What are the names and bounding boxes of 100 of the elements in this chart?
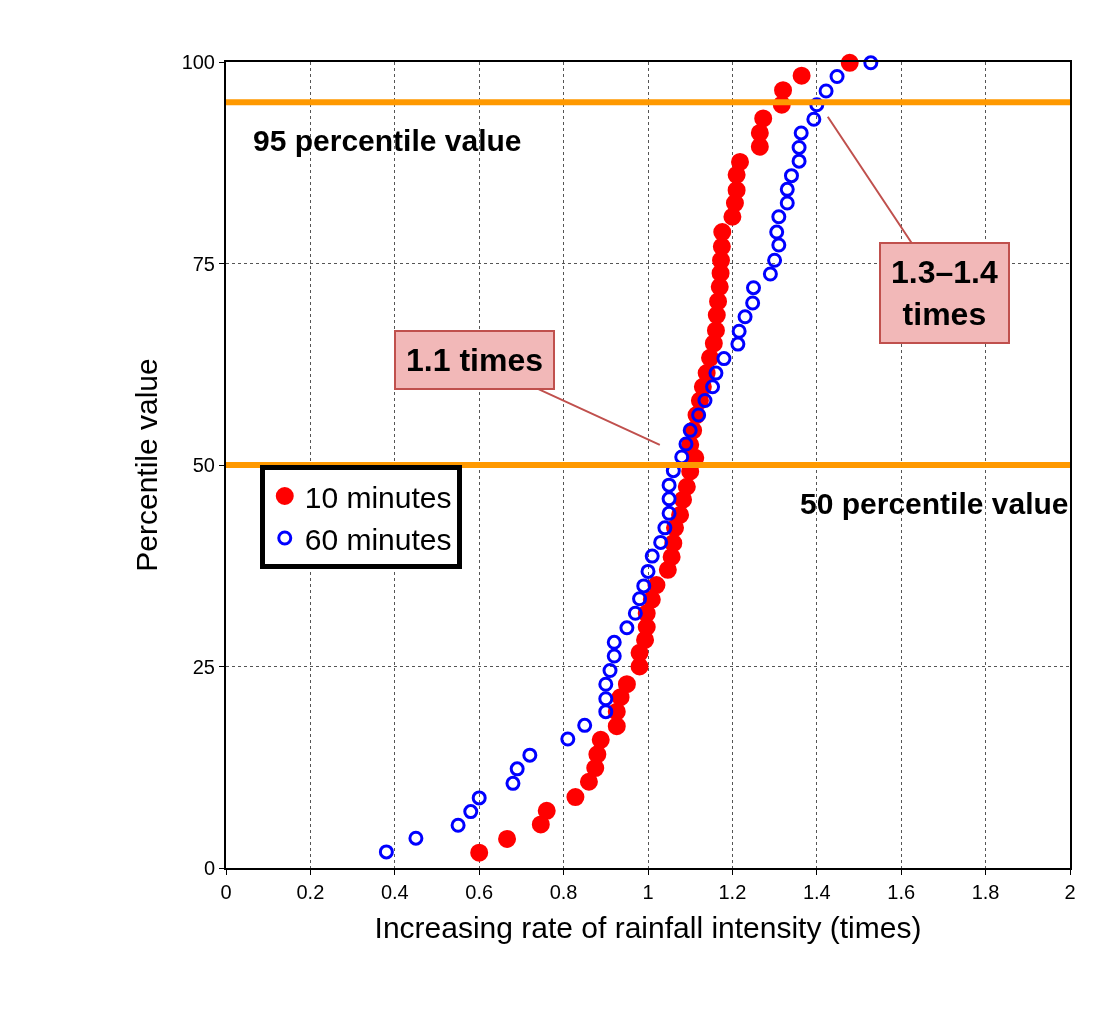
point [498,829,517,848]
point [731,323,747,339]
y-axis-title: Percentile value [130,358,164,572]
x-axis-title: Increasing rate of rainfall intensity (times) [374,911,922,944]
point [792,66,811,85]
point [598,676,614,692]
point [470,843,489,862]
point [697,393,713,409]
point [619,620,635,636]
point [598,691,614,707]
point [774,81,793,100]
point [522,747,538,763]
annotation: 1.3–1.4 times [891,254,998,332]
x-tick-label: 0.6 [465,881,494,903]
x-tick-label: 0.2 [296,881,325,903]
point [560,731,576,747]
point [606,634,622,650]
x-tick-label: 1.6 [887,881,916,903]
point [783,168,799,184]
x-tick-label: 0.4 [380,881,409,903]
y-tick-label: 100 [181,51,215,73]
point [818,83,834,99]
point [657,520,673,536]
point [591,730,610,749]
point [745,295,761,311]
point [408,830,424,846]
x-tick-label: 0 [220,881,232,903]
x-tick-label: 1.2 [718,881,747,903]
point [627,605,643,621]
point [767,252,783,268]
point [602,663,618,679]
point [509,761,525,777]
point [791,139,807,155]
point [617,675,636,694]
point [727,181,746,200]
point [791,153,807,169]
point [579,772,598,791]
point [779,195,795,211]
point [661,505,677,521]
point [863,55,879,71]
point [708,365,724,381]
point [606,648,622,664]
point [537,801,556,820]
point [661,477,677,493]
legend-label: 10 minutes [304,480,452,514]
point [713,223,732,242]
point [762,266,778,282]
point [378,844,394,860]
y-tick-label: 50 [192,454,215,476]
point [598,704,614,720]
point [678,436,694,452]
point [705,379,721,395]
point [829,69,845,84]
point [531,815,550,834]
point [653,534,669,550]
point [771,209,787,225]
point [731,152,749,171]
point [505,775,521,791]
annotation: 1.1 times [406,342,543,378]
point [661,491,677,507]
point [709,292,728,311]
point [730,336,746,352]
point [716,351,732,367]
point [706,321,725,340]
point [647,576,666,595]
point [769,224,785,240]
y-tick-label: 75 [192,252,215,275]
point [577,717,593,733]
x-tick-label: 1 [642,881,654,903]
point [779,181,795,197]
ref-line-label: 50 percentile value [800,487,1069,520]
point [450,817,466,833]
point [607,717,626,736]
point [806,111,822,127]
x-tick-label: 1.4 [802,881,831,903]
point [793,125,809,141]
point [471,790,487,806]
point [636,578,652,594]
point [566,788,585,807]
point [677,477,696,496]
y-tick-label: 25 [192,655,215,678]
point [644,548,660,564]
ref-line-label: 95 percentile value [253,124,522,157]
x-tick-label: 0.8 [549,881,578,903]
point [712,237,731,256]
point [746,280,761,296]
point [771,237,787,253]
point [640,563,656,579]
x-tick-label: 2 [1064,881,1076,903]
point [463,804,479,820]
x-tick-label: 1.8 [971,881,1000,903]
point [691,407,707,423]
point [750,123,769,142]
point [632,591,648,607]
point [682,422,698,438]
point [754,109,773,128]
point [737,309,753,325]
y-tick-label: 0 [203,857,215,879]
legend-label: 60 minutes [304,522,452,556]
point [588,745,607,764]
